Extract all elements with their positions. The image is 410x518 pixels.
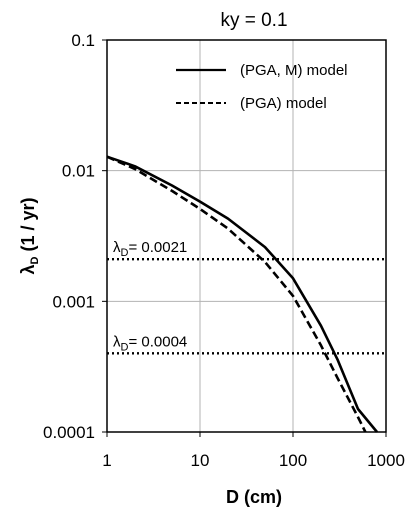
series-line-pga bbox=[106, 155, 367, 433]
x-tick-label: 1 bbox=[102, 451, 111, 470]
reference-line-label: λD= 0.0004 bbox=[113, 333, 187, 353]
legend: (PGA, M) model (PGA) model bbox=[176, 62, 348, 112]
x-tick-label: 100 bbox=[279, 451, 307, 470]
series-layer bbox=[106, 155, 379, 433]
reference-line-label: λD= 0.0021 bbox=[113, 239, 187, 259]
y-axis-title-subscript: D bbox=[29, 256, 41, 264]
reference-label-subscript: D bbox=[121, 247, 129, 259]
reference-label-symbol: λ bbox=[113, 333, 121, 350]
y-tick-label: 0.1 bbox=[71, 31, 95, 50]
reference-label-value: = 0.0021 bbox=[128, 239, 187, 256]
y-tick-label: 0.01 bbox=[62, 162, 95, 181]
chart-title: ky = 0.1 bbox=[220, 10, 287, 31]
series-line-pga-m bbox=[106, 155, 379, 433]
y-tick-label: 0.001 bbox=[52, 292, 95, 311]
x-tick-label: 10 bbox=[191, 451, 210, 470]
x-axis-title: D (cm) bbox=[226, 487, 282, 507]
y-axis-title-symbol: λ bbox=[18, 264, 38, 274]
legend-label-pga: (PGA) model bbox=[240, 95, 327, 112]
reference-label-subscript: D bbox=[121, 341, 129, 353]
tick-labels: 1 10 100 1000 0.0001 0.001 0.01 0.1 bbox=[43, 31, 405, 470]
x-tick-label: 1000 bbox=[367, 451, 405, 470]
plot-frame bbox=[106, 39, 387, 433]
y-axis-title: λD (1 / yr) bbox=[18, 198, 41, 275]
legend-label-pga-m: (PGA, M) model bbox=[240, 62, 348, 79]
y-axis-title-units: (1 / yr) bbox=[18, 198, 38, 257]
reference-label-value: = 0.0004 bbox=[128, 333, 187, 350]
y-tick-label: 0.0001 bbox=[43, 423, 95, 442]
reference-label-symbol: λ bbox=[113, 239, 121, 256]
